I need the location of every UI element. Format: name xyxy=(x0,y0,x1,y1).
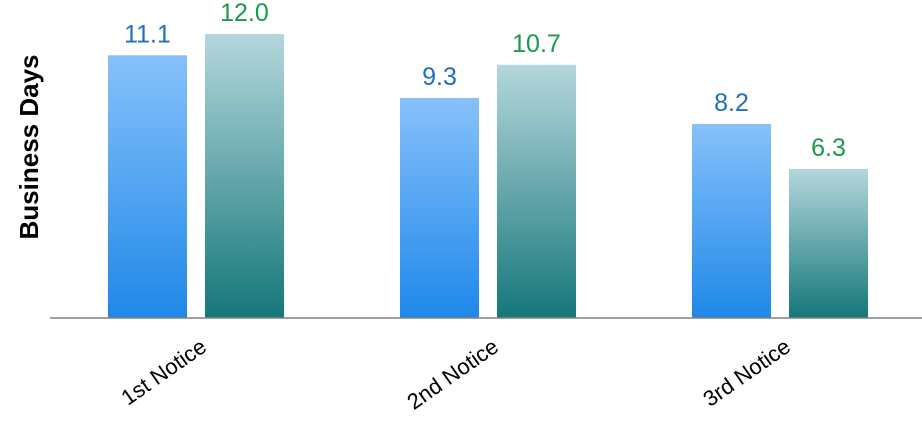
bar-2-3rd-notice xyxy=(789,168,868,318)
bar-1-2nd-notice xyxy=(400,97,479,319)
x-tick-label-1: 1st Notice xyxy=(116,334,210,411)
bars-layer xyxy=(108,34,868,319)
bar-2-1st-notice xyxy=(205,34,284,318)
x-tick-labels: 1st Notice 2nd Notice 3rd Notice xyxy=(116,334,794,415)
data-labels-layer: 11.1 12.0 9.3 10.7 8.2 6.3 xyxy=(124,0,846,162)
data-label-2-1st-notice: 12.0 xyxy=(220,0,269,27)
data-label-1-1st-notice: 11.1 xyxy=(124,20,171,48)
x-tick-label-3: 3rd Notice xyxy=(698,334,794,412)
data-label-2-3rd-notice: 6.3 xyxy=(811,134,846,162)
y-axis-label: Business Days xyxy=(14,55,44,240)
data-label-1-3rd-notice: 8.2 xyxy=(714,89,749,117)
bar-2-2nd-notice xyxy=(497,64,576,318)
x-tick-label-2: 2nd Notice xyxy=(402,334,503,415)
bar-1-1st-notice xyxy=(108,55,187,319)
data-label-1-2nd-notice: 9.3 xyxy=(422,63,457,91)
data-label-2-2nd-notice: 10.7 xyxy=(512,30,561,58)
bar-1-3rd-notice xyxy=(692,123,771,319)
